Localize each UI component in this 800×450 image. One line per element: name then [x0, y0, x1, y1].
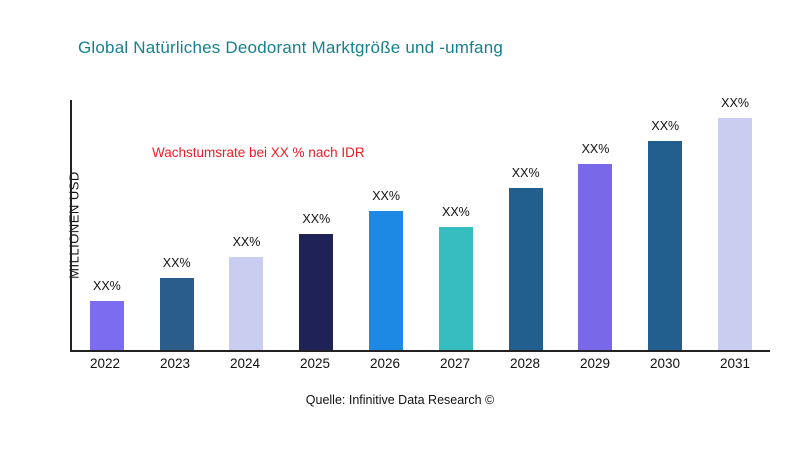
- bar-2030: [648, 141, 683, 350]
- bar-slot-2022: XX%: [72, 279, 142, 350]
- bar-slot-2025: XX%: [281, 212, 351, 350]
- bar-value-label: XX%: [302, 212, 331, 226]
- bar-value-label: XX%: [441, 205, 470, 219]
- growth-rate-annotation: Wachstumsrate bei XX % nach IDR: [152, 145, 365, 160]
- bar-slot-2026: XX%: [351, 189, 421, 350]
- bar-value-label: XX%: [372, 189, 400, 203]
- bar-2026: [369, 211, 404, 350]
- bar-value-label: XX%: [651, 119, 680, 133]
- bar-slot-2030: XX%: [630, 119, 700, 350]
- x-tick-2026: 2026: [369, 356, 401, 371]
- bar-value-label: XX%: [93, 279, 121, 293]
- x-tick-2031: 2031: [719, 356, 751, 371]
- x-axis-ticks: 2022 2023 2024 2025 2026 2027 2028 2029 2030 2031: [70, 356, 770, 371]
- x-tick-2024: 2024: [229, 356, 261, 371]
- x-tick-2030: 2030: [649, 356, 681, 371]
- x-tick-2028: 2028: [509, 356, 541, 371]
- bar-slot-2031: XX%: [700, 96, 770, 350]
- x-tick-2027: 2027: [439, 356, 471, 371]
- bar-value-label: XX%: [721, 96, 749, 110]
- x-tick-2022: 2022: [89, 356, 121, 371]
- bar-2027: [438, 227, 473, 350]
- bar-2025: [299, 234, 334, 350]
- bar-slot-2023: XX%: [142, 256, 212, 350]
- bar-2023: [159, 278, 194, 350]
- x-tick-2029: 2029: [579, 356, 611, 371]
- bar-2031: [718, 118, 753, 350]
- plot-area: Wachstumsrate bei XX % nach IDR XX% XX% XX…: [70, 96, 770, 352]
- bar-2029: [578, 164, 613, 350]
- bar-2028: [508, 188, 543, 350]
- bar-value-label: XX%: [162, 256, 191, 270]
- bar-2022: [89, 301, 124, 350]
- bar-2024: [229, 257, 264, 350]
- bar-slot-2024: XX%: [212, 235, 282, 350]
- bar-slot-2027: XX%: [421, 205, 491, 350]
- chart-title: Global Natürliches Deodorant Marktgröße …: [78, 38, 504, 57]
- x-tick-2025: 2025: [299, 356, 331, 371]
- bar-slot-2028: XX%: [491, 166, 561, 350]
- source-attribution: Quelle: Infinitive Data Research ©: [305, 393, 495, 407]
- x-tick-2023: 2023: [159, 356, 191, 371]
- bars-container: XX% XX% XX% XX% XX% XX% XX% XX% XX% XX%: [72, 96, 770, 350]
- bar-slot-2029: XX%: [561, 142, 631, 350]
- bar-value-label: XX%: [581, 142, 610, 156]
- bar-value-label: XX%: [511, 166, 540, 180]
- bar-value-label: XX%: [232, 235, 261, 249]
